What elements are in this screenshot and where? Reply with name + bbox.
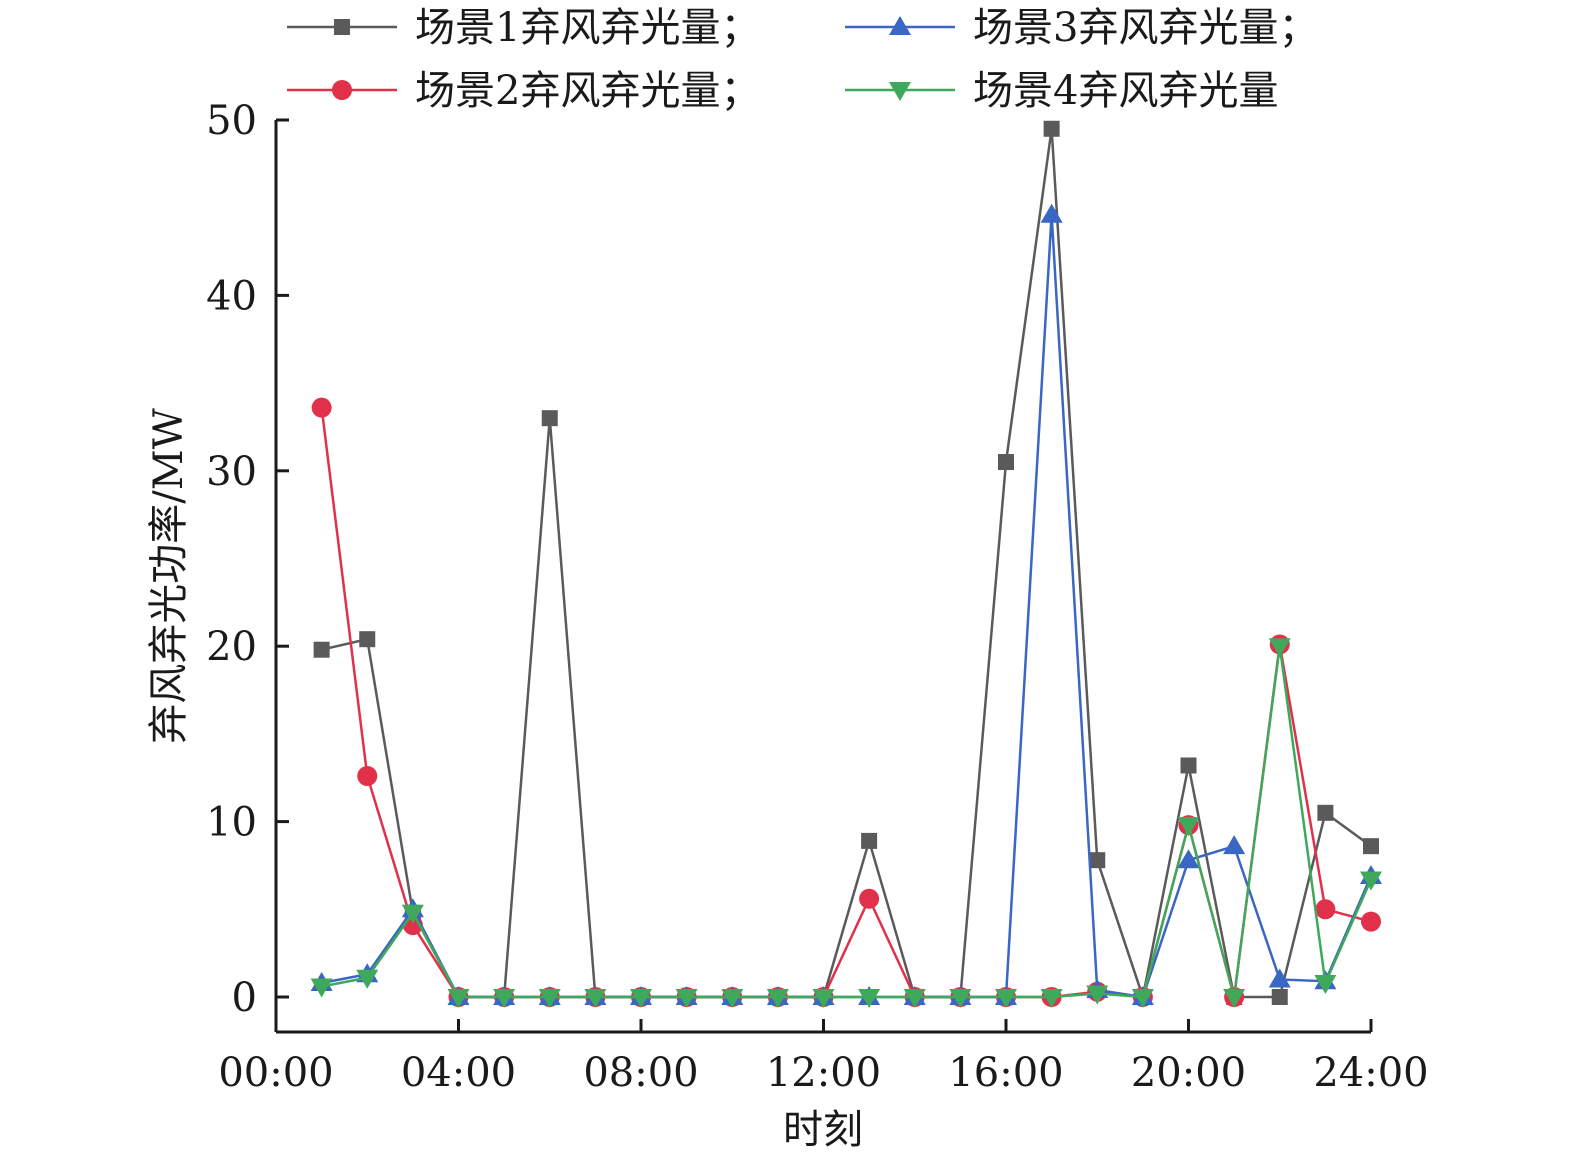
data-point (1317, 804, 1334, 821)
y-tick-label: 0 (232, 975, 257, 1021)
data-point (903, 989, 926, 1008)
data-point (675, 989, 698, 1008)
data-point (1223, 989, 1246, 1008)
data-point (359, 631, 376, 648)
x-tick-label: 08:00 (583, 1050, 698, 1096)
legend-item: 场景3弃风弃光量； (845, 5, 1318, 51)
data-point (1223, 835, 1246, 855)
x-ticks: 00:00 04:00 08:00 12:00 16:00 20:00 24:00 (218, 1019, 1429, 1096)
data-point (401, 904, 424, 924)
data-point (766, 989, 789, 1008)
data-point (1177, 817, 1200, 837)
legend-label: 场景1弃风弃光量； (415, 5, 760, 51)
data-point (356, 969, 379, 989)
data-point (995, 989, 1017, 1008)
legend-label: 场景3弃风弃光量； (973, 5, 1318, 51)
data-point (310, 978, 333, 998)
series-1 (313, 120, 1379, 1005)
y-ticks: 0 10 20 30 40 50 (206, 98, 289, 1021)
series-group (310, 120, 1382, 1008)
series-line (320, 407, 1372, 999)
x-tick-label: 00:00 (218, 1050, 333, 1096)
data-point (584, 989, 607, 1008)
y-tick-label: 20 (206, 624, 257, 670)
series-line (321, 646, 1373, 999)
data-point (1043, 120, 1060, 137)
data-point (1314, 974, 1337, 994)
data-point (1040, 203, 1063, 223)
data-point (1131, 989, 1154, 1008)
data-point (1268, 638, 1291, 658)
data-point (1089, 852, 1106, 869)
data-point (1177, 849, 1200, 869)
legend-marker (334, 19, 350, 35)
data-point (1363, 838, 1379, 855)
data-point (859, 888, 880, 909)
data-point (1040, 989, 1063, 1008)
legend-marker (889, 82, 911, 101)
data-point (721, 989, 744, 1008)
data-point (313, 641, 330, 658)
series-4 (310, 638, 1382, 1008)
data-point (998, 454, 1014, 471)
data-point (1315, 899, 1336, 920)
data-point (311, 397, 332, 418)
y-tick-label: 50 (206, 98, 257, 144)
data-point (357, 765, 378, 786)
legend: 场景1弃风弃光量； 场景2弃风弃光量； 场景3弃风弃光量； 场景4弃风弃光量 (287, 5, 1318, 114)
data-point (541, 410, 558, 427)
y-tick-label: 10 (206, 800, 257, 846)
data-point (1360, 871, 1382, 891)
y-tick-label: 30 (206, 449, 257, 495)
x-tick-label: 24:00 (1313, 1050, 1428, 1096)
y-axis-title: 弃风弃光功率/MW (146, 408, 192, 744)
data-point (1361, 911, 1381, 932)
data-point (1086, 985, 1109, 1005)
data-point (1271, 989, 1288, 1005)
data-point (447, 989, 470, 1008)
data-point (630, 989, 652, 1008)
legend-marker (889, 16, 911, 35)
legend-label: 场景4弃风弃光量 (973, 68, 1278, 114)
series-line (321, 214, 1373, 999)
series-line (321, 128, 1372, 1002)
data-point (949, 989, 972, 1008)
x-axis-title: 时刻 (783, 1107, 863, 1153)
series-3 (310, 203, 1382, 1005)
data-point (538, 989, 561, 1008)
x-tick-label: 20:00 (1131, 1050, 1246, 1096)
x-tick-label: 16:00 (948, 1050, 1063, 1096)
data-point (858, 989, 881, 1008)
data-point (1180, 757, 1197, 774)
legend-label: 场景2弃风弃光量； (415, 68, 760, 114)
legend-item: 场景4弃风弃光量 (845, 68, 1278, 114)
legend-marker (332, 80, 352, 100)
y-tick-label: 40 (206, 273, 257, 319)
legend-item: 场景1弃风弃光量； (287, 5, 760, 51)
data-point (1268, 968, 1291, 988)
x-tick-label: 12:00 (766, 1050, 881, 1096)
data-point (861, 832, 878, 849)
x-tick-label: 04:00 (401, 1050, 516, 1096)
data-point (812, 989, 835, 1008)
legend-item: 场景2弃风弃光量； (287, 68, 760, 114)
data-point (493, 989, 516, 1008)
